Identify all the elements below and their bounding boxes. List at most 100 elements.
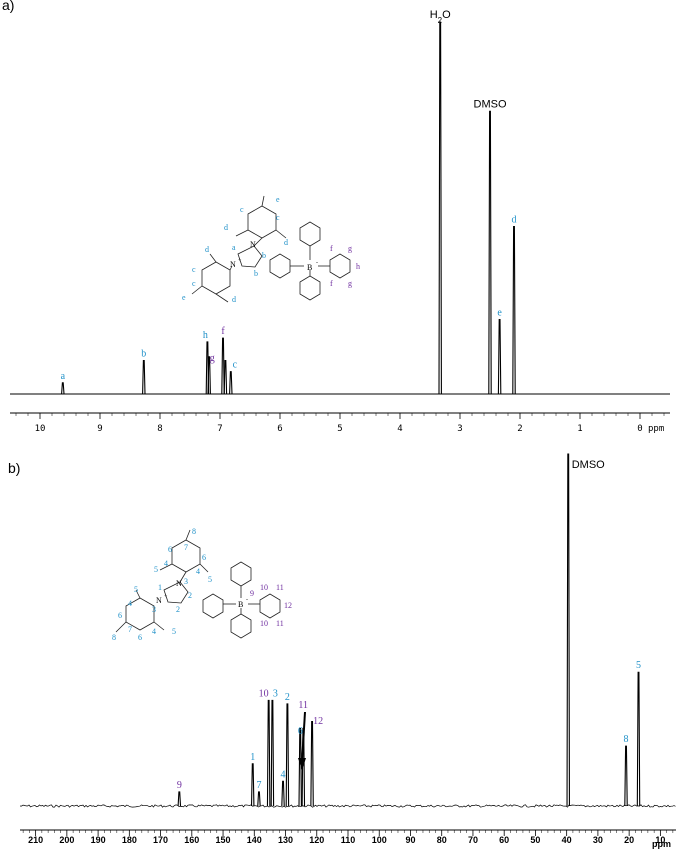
svg-text:4: 4 <box>196 567 200 576</box>
svg-text:-: - <box>316 260 318 266</box>
peak-label: f <box>221 326 225 337</box>
svg-text:5: 5 <box>172 627 176 636</box>
x-tick-label: 180 <box>122 835 137 845</box>
svg-text:3: 3 <box>184 577 188 586</box>
peak-label: 4 <box>281 769 286 780</box>
peak-label: 12 <box>313 716 323 727</box>
x-tick-label: 2 <box>517 424 522 434</box>
panel-b-unit-label: ppm <box>652 839 671 849</box>
peak-e <box>497 319 502 395</box>
peak-label: d <box>512 215 517 226</box>
svg-text:4: 4 <box>164 559 168 568</box>
peak-c <box>229 371 233 395</box>
svg-text:d: d <box>232 295 236 304</box>
peak-label: b <box>141 349 146 360</box>
svg-text:e: e <box>182 293 186 302</box>
panel-b-peaks <box>177 453 641 807</box>
svg-text:B: B <box>307 263 312 272</box>
peak-DMSO <box>566 453 570 807</box>
svg-text:4: 4 <box>128 599 132 608</box>
svg-text:12: 12 <box>284 601 292 610</box>
svg-text:8: 8 <box>112 633 116 642</box>
peak-4 <box>281 780 285 807</box>
peak-d <box>512 226 516 395</box>
svg-text:g: g <box>348 279 352 288</box>
x-tick-label: 30 <box>593 835 603 845</box>
peak-label: a <box>61 371 66 382</box>
svg-text:8: 8 <box>192 527 196 536</box>
peak-label: DMSO <box>572 459 605 471</box>
svg-text:c: c <box>240 205 244 214</box>
panel-b-ticks: 210 200 190 180 170 160 150 140 130 120 110 100 90 80… <box>22 830 674 845</box>
svg-text:3: 3 <box>152 605 156 614</box>
peak-1 <box>250 763 255 807</box>
svg-text:11: 11 <box>276 619 284 628</box>
mesityl-ring-lower <box>201 261 231 295</box>
svg-text:-: - <box>246 597 248 603</box>
peak-11 <box>298 728 302 807</box>
x-tick-label: 60 <box>499 835 509 845</box>
svg-text:9: 9 <box>250 589 254 598</box>
x-tick-label: 9 <box>97 424 102 434</box>
peak-label: h <box>203 330 208 341</box>
svg-text:f: f <box>330 244 333 253</box>
phenyl-left-b <box>202 593 224 619</box>
x-tick-label: 190 <box>91 835 106 845</box>
phenyl-top-b <box>230 561 252 587</box>
peak-label: 6 <box>298 726 303 737</box>
panel-b-13c-spectrum: b) 210 200 190 180 170 160 150 140 130 120 110 100 9… <box>8 453 676 849</box>
peak-7 <box>257 791 261 807</box>
svg-text:d: d <box>284 238 288 247</box>
svg-text:5: 5 <box>134 585 138 594</box>
svg-text:N: N <box>156 596 162 605</box>
peak-label: 9 <box>177 780 182 791</box>
svg-text:c: c <box>192 265 196 274</box>
svg-text:4: 4 <box>152 627 156 636</box>
x-tick-label: 50 <box>530 835 540 845</box>
x-tick-label: 7 <box>217 424 222 434</box>
panel-a-structure: N N + e c c d d a b b d c c e d B - <box>182 195 360 304</box>
x-tick-label: 210 <box>28 835 43 845</box>
peak-label: H2O <box>430 9 451 25</box>
phenyl-bottom <box>299 275 321 301</box>
x-tick-label: 4 <box>397 424 402 434</box>
panel-b-structure: N N + 8 7 6 6 5 4 4 3 5 1 2 2 5 4 3 6 7 … <box>112 527 292 642</box>
phenyl-right-b <box>259 593 281 619</box>
svg-text:6: 6 <box>138 633 142 642</box>
mesityl-ring-lower-b <box>125 597 155 631</box>
svg-text:6: 6 <box>202 553 206 562</box>
panel-b-noise-baseline <box>19 804 676 808</box>
svg-text:10: 10 <box>260 619 268 628</box>
x-tick-label: 90 <box>405 835 415 845</box>
peak-label: e <box>497 308 502 319</box>
x-tick-label: 150 <box>216 835 231 845</box>
arrow-to-peak-11 <box>301 711 306 763</box>
peak-label: 1 <box>250 752 255 763</box>
panel-a-label: a) <box>2 0 14 13</box>
svg-text:6: 6 <box>118 611 122 620</box>
x-tick-label: 80 <box>437 835 447 845</box>
x-tick-label: 110 <box>341 835 356 845</box>
peak-5 <box>223 359 228 395</box>
peak-label: DMSO <box>474 98 507 110</box>
svg-text:c: c <box>192 279 196 288</box>
svg-text:+: + <box>238 258 242 264</box>
x-tick-label: 140 <box>247 835 262 845</box>
panel-a-peaks <box>61 21 516 395</box>
svg-text:5: 5 <box>208 575 212 584</box>
arrow-head <box>298 758 306 770</box>
svg-text:b: b <box>262 251 266 260</box>
imidazolium-ring-b <box>163 581 189 604</box>
x-tick-label: 10 <box>35 424 46 434</box>
panel-a-ticks: 10 9 8 7 6 5 4 3 2 1 0 <box>15 413 665 434</box>
peak-10 <box>266 699 271 807</box>
x-tick-label: 1 <box>577 424 582 434</box>
panel-b-label: b) <box>8 460 20 476</box>
peak-label: 11 <box>298 700 308 711</box>
peak-label: 3 <box>273 688 278 699</box>
svg-text:f: f <box>330 279 333 288</box>
svg-text:5: 5 <box>154 565 158 574</box>
svg-text:a: a <box>232 243 236 252</box>
